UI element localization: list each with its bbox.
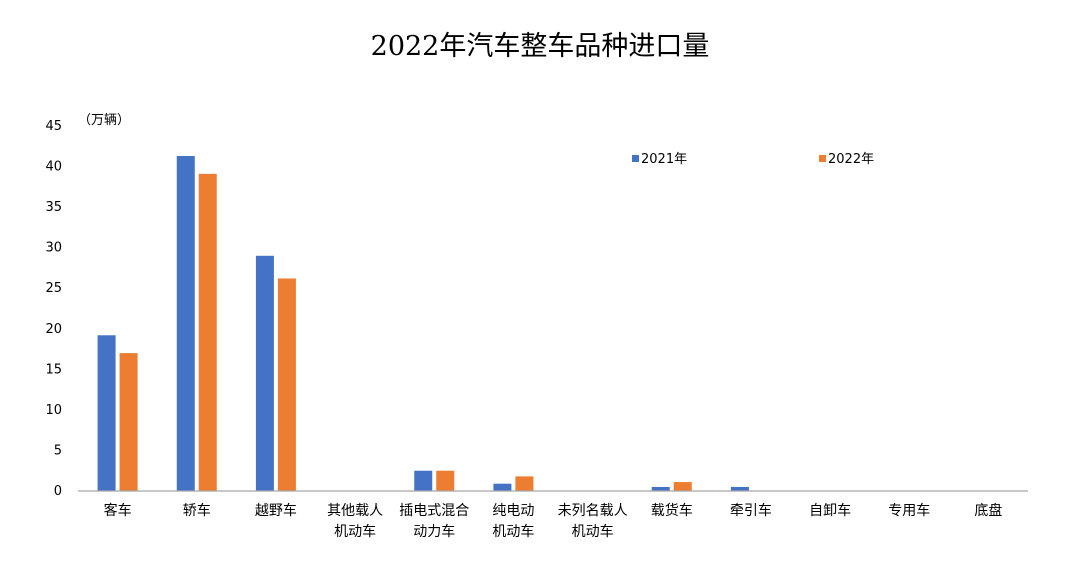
- bar-2021年-5: [493, 483, 512, 491]
- x-tick-label: 插电式混合: [399, 503, 469, 519]
- bar-2021年-0: [97, 335, 116, 491]
- x-tick-label: 底盘: [974, 502, 1002, 519]
- bar-2022年-4: [436, 470, 455, 491]
- bar-2022年-0: [119, 353, 138, 491]
- bar-2022年-2: [277, 278, 296, 491]
- x-tick-label: 机动车: [572, 523, 614, 540]
- y-axis-ticks: 0 5 10 15 20 25 30 35 40 45: [45, 119, 62, 499]
- x-tick-label: 未列名载人: [558, 503, 628, 519]
- x-tick-label: 机动车: [334, 523, 376, 540]
- y-tick-label: 5: [54, 443, 62, 458]
- y-tick-label: 35: [45, 200, 62, 215]
- chart-title: 2022年汽车整车品种进口量: [371, 31, 710, 62]
- y-tick-label: 25: [45, 281, 62, 296]
- x-tick-label: 其他载人: [327, 503, 383, 519]
- x-tick-label: 动力车: [413, 523, 455, 540]
- y-tick-label: 10: [45, 403, 62, 418]
- y-tick-label: 15: [45, 362, 62, 377]
- x-tick-label: 客车: [104, 502, 132, 519]
- x-tick-label: 牵引车: [730, 502, 772, 519]
- bar-2022年-1: [198, 173, 217, 491]
- bars-group: [97, 156, 749, 491]
- x-tick-label: 专用车: [888, 502, 930, 519]
- y-tick-label: 20: [45, 322, 62, 337]
- legend-label: 2022年: [828, 152, 874, 167]
- y-unit-label: （万辆）: [78, 113, 130, 128]
- x-tick-label: 自卸车: [809, 502, 851, 519]
- y-tick-label: 0: [54, 484, 62, 499]
- legend-label: 2021年: [641, 152, 687, 167]
- bar-2021年-8: [730, 486, 749, 491]
- bar-2021年-4: [414, 470, 433, 491]
- x-tick-label: 载货车: [651, 502, 693, 519]
- x-tick-label: 机动车: [492, 523, 534, 540]
- x-tick-label: 纯电动: [492, 503, 534, 519]
- legend: 2021年 2022年: [632, 152, 874, 167]
- x-tick-label: 越野车: [255, 502, 297, 519]
- bar-2021年-2: [255, 255, 274, 491]
- bar-2021年-1: [176, 156, 195, 491]
- legend-swatch: [819, 155, 826, 162]
- bar-2021年-7: [651, 486, 670, 491]
- y-tick-label: 40: [45, 160, 62, 175]
- y-tick-label: 30: [45, 241, 62, 256]
- bar-2022年-5: [515, 476, 534, 491]
- y-tick-label: 45: [45, 119, 62, 134]
- x-tick-label: 轿车: [183, 502, 211, 519]
- bar-2022年-7: [673, 482, 692, 491]
- legend-swatch: [632, 155, 639, 162]
